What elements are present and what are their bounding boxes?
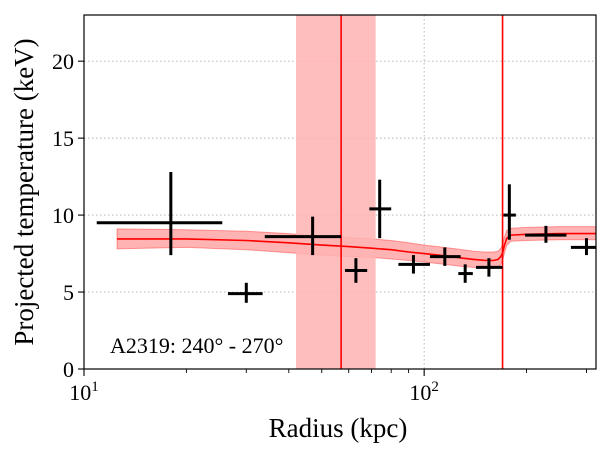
data-point [429, 247, 461, 266]
data-point [525, 225, 567, 243]
x-axis-label: Radius (kpc) [269, 413, 408, 443]
x-tick-label-exponent: 1 [91, 379, 99, 395]
data-point [264, 216, 342, 256]
x-tick-label: 101 [69, 379, 99, 405]
vertical-lines-group [340, 15, 504, 369]
shaded-region-group [296, 15, 376, 369]
data-point [227, 282, 263, 303]
model-line [117, 232, 596, 262]
data-point [503, 184, 516, 240]
data-point [458, 264, 473, 283]
shaded-region [296, 15, 376, 369]
axes-group [83, 14, 597, 370]
y-tick-label: 5 [63, 280, 74, 305]
model-line-group [117, 232, 596, 262]
y-axis-label: Projected temperature (keV) [9, 38, 39, 345]
data-point [96, 171, 223, 256]
x-tick-label: 102 [409, 379, 439, 405]
plot-frame [83, 14, 597, 370]
data-point [344, 258, 368, 283]
chart-annotation: A2319: 240° - 270° [110, 333, 283, 358]
data-points-group [96, 171, 596, 303]
data-point [398, 255, 430, 274]
data-point [369, 179, 392, 239]
data-point [570, 238, 596, 256]
y-tick-label: 0 [63, 357, 74, 382]
y-tick-label: 20 [52, 49, 74, 74]
data-point [475, 258, 503, 277]
x-tick-label-exponent: 2 [431, 379, 439, 395]
y-tick-label: 10 [52, 203, 74, 228]
y-tick-label: 15 [52, 126, 74, 151]
